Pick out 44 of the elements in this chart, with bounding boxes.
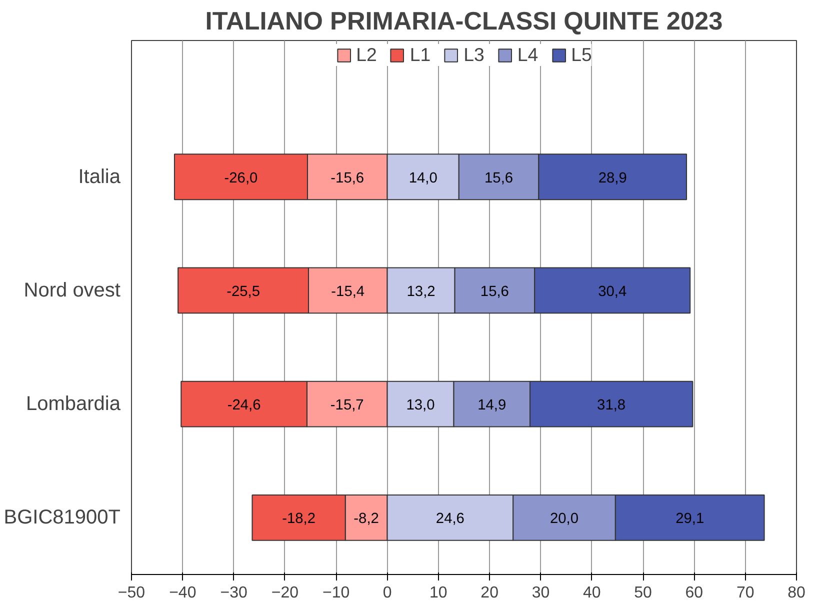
- data-label: -15,7: [330, 398, 364, 414]
- x-tick-label: 10: [430, 584, 448, 602]
- chart-title: ITALIANO PRIMARIA-CLASSI QUINTE 2023: [205, 8, 723, 36]
- x-tick-label: 60: [685, 584, 704, 602]
- data-label: -24,6: [227, 398, 261, 414]
- x-tick-label: −40: [169, 584, 196, 602]
- data-label: 13,0: [406, 398, 435, 414]
- data-label: 20,0: [550, 511, 579, 528]
- x-tick-label: 40: [582, 584, 601, 602]
- x-tick-label: −20: [271, 584, 299, 602]
- y-tick-label: Italia: [78, 166, 122, 188]
- y-tick-label: BGIC81900T: [4, 506, 121, 529]
- y-tick-label: Lombardia: [26, 393, 122, 416]
- data-label: -15,4: [331, 284, 365, 300]
- data-label: 14,0: [408, 170, 438, 186]
- legend-label: L5: [571, 44, 592, 66]
- data-label: -18,2: [282, 511, 316, 528]
- legend-label: L3: [464, 44, 484, 66]
- data-label: 28,9: [598, 170, 627, 186]
- data-label: 15,6: [480, 284, 509, 300]
- x-tick-label: 20: [480, 584, 499, 602]
- data-label: 13,2: [406, 284, 436, 300]
- x-tick-label: −10: [322, 584, 350, 602]
- x-tick-label: −50: [118, 584, 146, 602]
- data-label: -26,0: [224, 170, 258, 186]
- x-tick-label: 70: [736, 584, 754, 602]
- data-label: 14,9: [478, 398, 506, 414]
- y-tick-label: Nord ovest: [24, 279, 121, 302]
- legend-label: L1: [410, 44, 431, 66]
- x-tick-label: −30: [220, 584, 248, 602]
- data-label: -15,6: [330, 170, 364, 186]
- data-label: 31,8: [597, 398, 626, 414]
- legend-label: L2: [356, 44, 377, 66]
- data-label: -8,2: [354, 511, 379, 528]
- data-label: 29,1: [676, 511, 704, 528]
- data-label: -25,5: [226, 284, 260, 300]
- x-tick-label: 80: [788, 584, 806, 602]
- legend-label: L4: [517, 44, 538, 66]
- data-label: 24,6: [436, 511, 464, 528]
- data-label: 15,6: [484, 170, 514, 186]
- x-tick-label: 0: [382, 584, 392, 602]
- x-tick-label: 50: [634, 584, 652, 602]
- x-tick-label: 30: [532, 584, 550, 602]
- data-label: 30,4: [598, 284, 627, 300]
